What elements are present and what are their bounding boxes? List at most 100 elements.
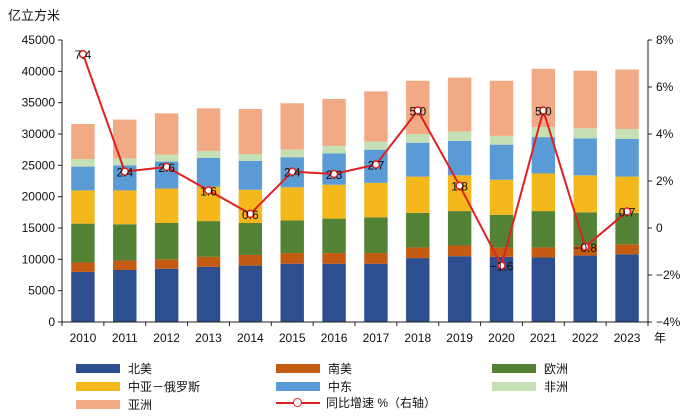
left-axis-tick-label: 35000 [22, 96, 56, 110]
growth-line-point [580, 242, 590, 252]
legend-swatch [492, 382, 536, 391]
legend-item-middle-east: 中东 [276, 378, 352, 395]
legend-label: 欧洲 [544, 362, 569, 376]
legend-item-central-asia-russia: 中亚－俄罗斯 [76, 378, 200, 395]
bar-segment [615, 139, 639, 177]
bar-segment [406, 258, 430, 322]
bar-segment [71, 223, 95, 263]
legend-label: 中东 [328, 380, 353, 394]
bar-segment [238, 154, 263, 161]
x-axis-unit-label: 年 [654, 331, 666, 345]
bar-segment [531, 137, 556, 174]
bar-segment [71, 159, 95, 167]
bar-segment [531, 247, 556, 258]
legend-item-growth-rate: 同比增速 %（右轴） [276, 394, 436, 411]
legend-label: 亚洲 [128, 398, 153, 412]
bar-segment [71, 262, 95, 272]
bar-segment [280, 220, 304, 254]
growth-data-label: 1.8 [451, 180, 468, 194]
legend-label: 中亚－俄罗斯 [128, 380, 201, 394]
left-axis-tick-label: 30000 [22, 127, 56, 141]
bar-segment [615, 254, 639, 322]
growth-line: 7.4 2.4 2.6 1.6 0.6 2.4 2.3 2.7 5.0 1.8 −1.6 5.0 −0.… [75, 48, 636, 274]
bar-segment [364, 182, 388, 218]
x-axis-tick-label: 2010 [70, 331, 97, 345]
bar-segment [489, 179, 514, 215]
bar-segment [573, 138, 597, 176]
growth-line-point [78, 49, 88, 59]
bar-segment [447, 256, 472, 322]
legend-swatch [76, 364, 120, 373]
bar-segment [280, 253, 304, 264]
bar-segment [322, 98, 346, 146]
bar-segment [113, 119, 137, 159]
bar-segment [280, 103, 304, 150]
bar-segment [196, 186, 221, 222]
bar-segment [364, 91, 388, 142]
x-axis-tick-label: 2019 [446, 331, 473, 345]
left-axis: 0 5000 10000 15000 20000 25000 30000 35000 40000… [22, 33, 63, 329]
bar-segment [364, 217, 388, 254]
bar-segment [406, 134, 430, 143]
growth-data-label: 2.7 [368, 159, 385, 173]
bar-segment [238, 222, 263, 255]
left-axis-tick-label: 40000 [22, 64, 56, 78]
bar-segment [615, 69, 639, 129]
bar-segment [196, 266, 221, 322]
legend-swatch [76, 382, 120, 391]
bar-segment [447, 245, 472, 257]
growth-data-label: −1.6 [490, 260, 514, 274]
bar-segment [322, 145, 346, 154]
growth-data-label: 5.0 [535, 105, 552, 119]
bar-segment [615, 176, 639, 213]
bar-segment [154, 188, 179, 223]
right-axis-tick-label: −4% [656, 315, 681, 329]
growth-line-point [204, 186, 213, 195]
right-axis-tick-label: 0 [656, 221, 663, 235]
growth-line-point [287, 167, 297, 176]
legend-swatch [76, 400, 120, 409]
growth-line-point [622, 207, 632, 216]
bar-segment [238, 189, 263, 223]
bar-segment [322, 218, 346, 254]
bar-segment [406, 212, 430, 248]
legend-label: 北美 [128, 362, 153, 376]
y-axis-unit-label: 亿立方米 [8, 8, 60, 23]
bar-segment [113, 269, 137, 322]
bar-segment [71, 190, 95, 224]
bar-segment [322, 263, 346, 322]
bar-segment [364, 141, 388, 150]
bar-segment [196, 256, 221, 267]
left-axis-tick-label: 0 [48, 315, 55, 329]
bar-segment [531, 68, 556, 128]
bar-segment [489, 256, 514, 322]
legend-line-swatch [276, 397, 320, 409]
bar-segment [406, 176, 430, 213]
x-axis-tick-label: 2022 [572, 331, 599, 345]
x-axis: 2010 2011 2012 2013 2014 2015 2016 2017 2018 2019… [61, 321, 666, 345]
legend-swatch [276, 382, 320, 391]
growth-line-point [539, 106, 548, 115]
bar-segment [406, 247, 430, 259]
bar-segment [489, 135, 514, 145]
legend-label: 南美 [328, 362, 353, 376]
left-axis-tick-label: 45000 [22, 33, 56, 47]
growth-data-label: −0.8 [573, 241, 597, 255]
bar-segment [71, 271, 95, 322]
legend-swatch [492, 364, 536, 373]
bar-segment [531, 257, 556, 322]
bar-segment [531, 127, 556, 138]
bar-segment [280, 263, 304, 322]
legend-label: 非洲 [544, 380, 569, 394]
legend-label: 同比增速 %（右轴） [326, 396, 437, 410]
bar-segment [154, 259, 179, 269]
x-axis-tick-label: 2016 [321, 331, 348, 345]
growth-line-point [120, 167, 130, 176]
bar-segment [573, 175, 597, 213]
bar-segment [573, 212, 597, 246]
right-axis-tick-label: 8% [656, 33, 674, 47]
growth-data-label: 2.4 [116, 166, 133, 180]
bar-segment [573, 128, 597, 139]
bar-segment [71, 166, 95, 191]
bar-segment [113, 260, 137, 270]
